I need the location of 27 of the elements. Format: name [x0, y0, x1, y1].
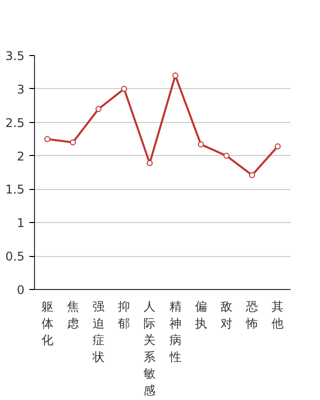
x-tick-label: 强迫症状: [92, 300, 104, 364]
point: [274, 143, 281, 150]
point: [198, 141, 204, 148]
x-tick-label: 恐怖: [245, 300, 258, 330]
y-tick-label: 3.5: [5, 49, 25, 63]
point: [121, 86, 128, 92]
y-tick-label: 1: [16, 216, 25, 230]
y-tick-label: 3: [16, 82, 25, 96]
y-tick-label: 1.5: [5, 182, 25, 197]
point: [96, 106, 102, 112]
point: [70, 139, 76, 146]
x-tick-label: 人际关系敏感: [144, 300, 156, 398]
x-tick-label: 抑郁: [118, 300, 130, 330]
y-tick-label: 0: [16, 283, 25, 297]
y-tick-label: 0.5: [5, 250, 25, 264]
x-tick-label: 其他: [272, 300, 284, 330]
x-tick-label: 精神病性: [168, 300, 182, 364]
point: [146, 160, 153, 166]
x-tick-label: 焦虑: [66, 300, 79, 330]
x-tick-label: 偏执: [194, 300, 207, 330]
x-tick-label: 敌对: [220, 300, 232, 330]
point: [44, 136, 50, 142]
point: [249, 172, 256, 178]
point: [224, 152, 230, 159]
y-tick-label: 2: [16, 149, 25, 164]
y-tick-label: 2.5: [5, 116, 25, 130]
x-tick-label: 躯体化: [41, 300, 54, 348]
